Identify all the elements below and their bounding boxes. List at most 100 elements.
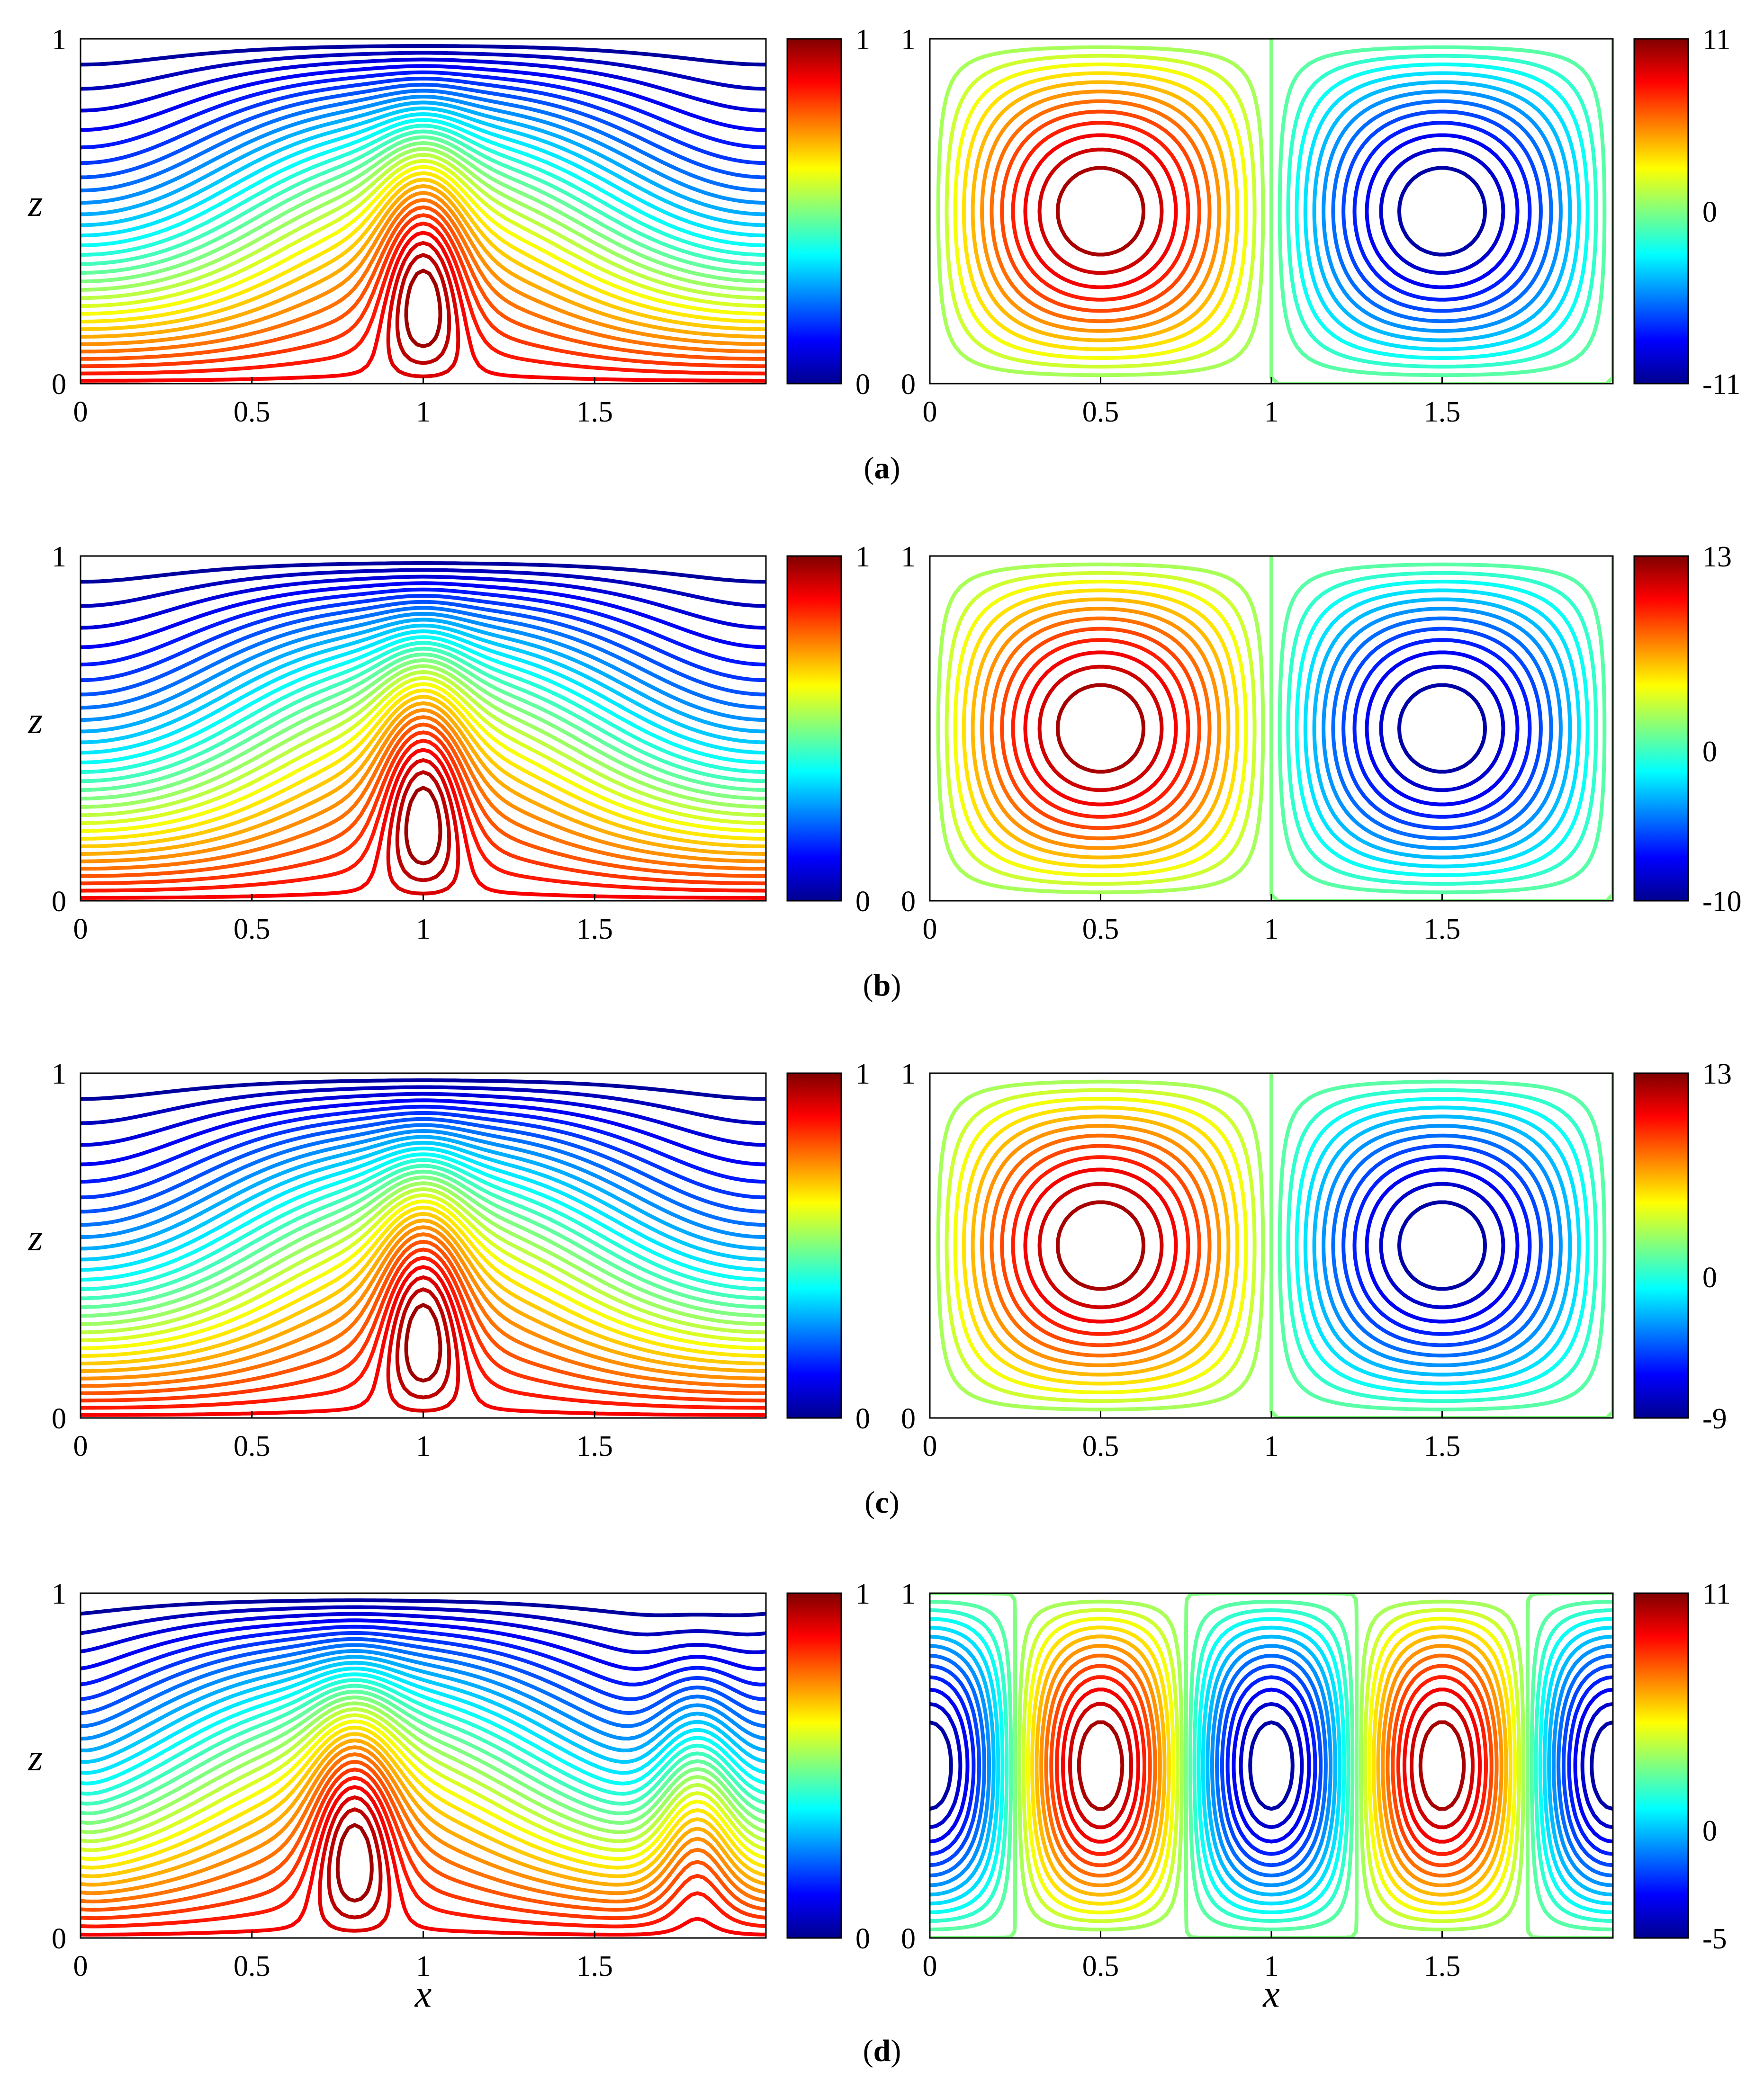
contour-line: [930, 1687, 1613, 1844]
contour-line: [1011, 121, 1190, 302]
contour-line: [81, 221, 766, 376]
contour-line: [1055, 166, 1146, 257]
contour-line: [81, 1695, 766, 1825]
x-tick-label: 1: [1264, 1430, 1279, 1462]
colorbar-tick-label: -9: [1702, 1403, 1727, 1435]
contour-line: [1044, 1653, 1499, 1878]
contour-line: [980, 1124, 1221, 1367]
contour-line: [81, 635, 766, 764]
contour-line: [930, 1653, 1613, 1878]
contour-line: [953, 580, 1248, 877]
contour-line: [1026, 1616, 1517, 1915]
contour-line: [1039, 1644, 1503, 1887]
contour-line: [1269, 556, 1613, 901]
contour-line: [1303, 1105, 1581, 1386]
x-tick-label: 1.5: [1424, 396, 1461, 428]
x-tick-label: 0: [73, 913, 88, 945]
contour-line: [81, 1092, 766, 1147]
contour-line: [81, 587, 766, 667]
contour-line: [81, 198, 766, 354]
x-tick-label: 1: [1264, 1950, 1279, 1982]
contour-line: [1049, 1664, 1494, 1867]
contour-line: [81, 118, 766, 247]
contour-line: [1322, 1124, 1563, 1367]
contour-line: [1365, 1167, 1520, 1324]
contour-line: [81, 1667, 766, 1775]
contour-line: [81, 581, 766, 649]
contour-line: [1379, 1182, 1505, 1310]
contour-line: [81, 1785, 766, 1937]
contour-line: [930, 1675, 1613, 1856]
contour-line: [81, 147, 766, 292]
contour-line: [1331, 99, 1553, 323]
contour-line: [81, 1239, 766, 1395]
contour-line: [81, 1719, 766, 1861]
contour-line: [1000, 1144, 1201, 1347]
contour-line: [81, 191, 766, 346]
contour-line: [1352, 638, 1532, 819]
contour-line: [1352, 1155, 1532, 1336]
x-tick-label: 1.5: [576, 396, 613, 428]
y-axis-label: z: [27, 1737, 43, 1779]
contour-panel: 0 0.5 1 1.501 110-11: [901, 24, 1740, 428]
colorbar-tick-label: 0: [1702, 736, 1717, 768]
contour-line: [335, 1823, 374, 1903]
contour-line: [1037, 1182, 1164, 1310]
x-tick-label: 1.5: [1424, 1950, 1461, 1982]
colorbar-tick-label: 0: [1702, 1815, 1717, 1848]
contour-line: [81, 688, 766, 841]
colorbar: [1634, 556, 1688, 901]
contour-line: [81, 1701, 766, 1834]
y-tick-label: 1: [52, 541, 66, 573]
contour-lines: [81, 44, 766, 383]
contour-line: [1021, 1608, 1521, 1923]
contour-line: [81, 708, 766, 863]
contour-line: [81, 629, 766, 755]
contour-line: [990, 1133, 1212, 1358]
panel-caption: (b): [863, 968, 901, 1003]
contour-panel: 0 0.5 1 1.5 0 1 z 1 0: [27, 24, 870, 428]
x-tick-label: 1: [416, 1430, 431, 1462]
contour-line: [945, 1088, 1257, 1403]
contour-line: [1397, 1200, 1487, 1291]
contour-line: [81, 95, 766, 205]
contour-line: [81, 231, 766, 383]
contour-line: [81, 664, 766, 809]
contour-line: [930, 1608, 1613, 1923]
contour-line: [81, 1232, 766, 1388]
contour-line: [81, 748, 766, 900]
contour-line: [81, 135, 766, 275]
contour-line: [1322, 90, 1563, 333]
contour-line: [81, 1098, 766, 1166]
contour-line: [1397, 166, 1487, 257]
contour-line: [81, 1707, 766, 1843]
x-tick-label: 0: [73, 1950, 88, 1982]
contour-line: [386, 758, 460, 896]
contour-line: [971, 1114, 1231, 1377]
contour-line: [81, 600, 766, 697]
contour-lines: [936, 1073, 1613, 1418]
contour-line: [953, 63, 1248, 360]
y-tick-label: 0: [901, 1403, 916, 1435]
x-tick-label: 1.5: [576, 1430, 613, 1462]
contour-line: [81, 171, 766, 323]
colorbar-tick-label: 13: [1702, 1058, 1732, 1090]
y-tick-label: 1: [52, 1058, 66, 1090]
contour-line: [1035, 1634, 1508, 1897]
contour-line: [81, 618, 766, 734]
contour-line: [81, 1135, 766, 1251]
contour-line: [81, 612, 766, 722]
x-tick-label: 0.5: [1082, 913, 1119, 945]
contour-line: [327, 1807, 383, 1920]
x-tick-label: 1: [416, 913, 431, 945]
contour-line: [1269, 1073, 1613, 1418]
contour-line: [81, 1256, 766, 1410]
contour-line: [81, 1129, 766, 1239]
contour-line: [81, 1169, 766, 1310]
x-tick-label: 1: [416, 1950, 431, 1982]
y-axis-label: z: [27, 183, 43, 224]
contour-line: [81, 1624, 766, 1686]
contour-line: [81, 1104, 766, 1184]
contour-line: [81, 1247, 766, 1403]
